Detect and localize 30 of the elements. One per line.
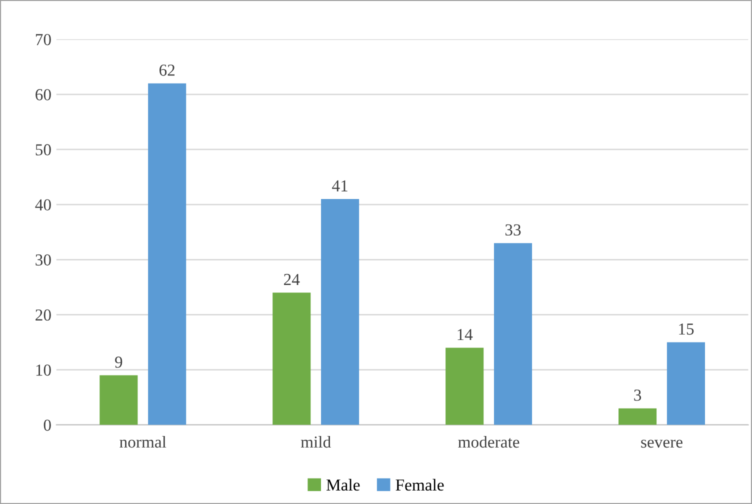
legend-label: Female	[396, 478, 444, 491]
data-label: 15	[679, 324, 694, 335]
y-tick-label: 40	[35, 199, 51, 210]
y-tick-label: 20	[36, 309, 51, 321]
bar	[494, 243, 532, 425]
y-tick-label: 10	[36, 364, 51, 376]
y-tick-label: 50	[36, 144, 51, 156]
bar	[272, 292, 311, 425]
data-label: 62	[159, 64, 175, 76]
bar	[666, 342, 705, 425]
data-label: 33	[505, 224, 521, 236]
data-label: 14	[458, 329, 473, 340]
data-label: 41	[332, 180, 348, 192]
y-tick-label: 60	[36, 89, 51, 100]
x-tick-label: moderate	[458, 436, 520, 448]
x-tick-label: mild	[300, 436, 331, 448]
bar	[618, 408, 657, 425]
x-tick-label: normal	[120, 436, 166, 448]
bar	[321, 199, 360, 425]
data-label: 9	[115, 356, 122, 368]
bar	[148, 83, 186, 425]
bar	[100, 375, 138, 425]
y-tick-label: 30	[36, 254, 51, 266]
legend-label: Male	[326, 478, 360, 491]
x-tick-label: severe	[641, 440, 682, 448]
bar	[446, 348, 484, 425]
y-tick-label: 70	[36, 34, 51, 46]
data-label: 24	[284, 274, 300, 285]
data-label: 3	[634, 390, 642, 401]
y-tick-label: 0	[44, 420, 51, 431]
